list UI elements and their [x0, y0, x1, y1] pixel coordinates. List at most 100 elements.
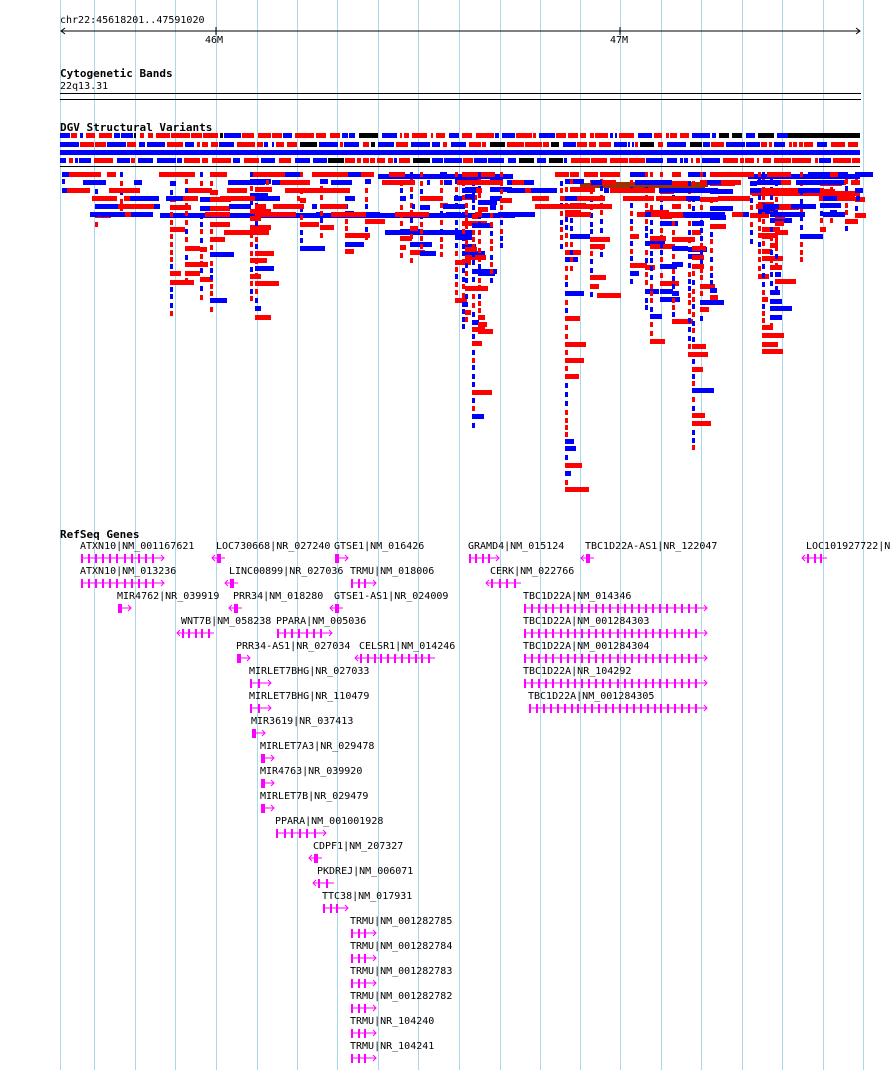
variant-bar[interactable]: [410, 258, 413, 263]
variant-bar[interactable]: [700, 316, 703, 321]
variant-bar[interactable]: [820, 227, 826, 232]
variant-bar[interactable]: [469, 142, 481, 147]
variant-bar[interactable]: [855, 188, 863, 193]
variant-bar[interactable]: [672, 305, 675, 310]
variant-bar[interactable]: [250, 242, 253, 247]
variant-bar[interactable]: [656, 196, 686, 201]
variant-bar[interactable]: [440, 252, 443, 257]
variant-bar[interactable]: [255, 196, 280, 201]
variant-bar[interactable]: [688, 181, 691, 186]
variant-bar[interactable]: [770, 306, 792, 311]
variant-bar[interactable]: [185, 179, 188, 184]
variant-bar[interactable]: [476, 133, 494, 138]
variant-bar[interactable]: [645, 250, 648, 255]
variant-bar[interactable]: [462, 324, 465, 329]
variant-bar[interactable]: [472, 294, 475, 299]
variant-bar[interactable]: [855, 172, 873, 177]
variant-bar[interactable]: [170, 181, 176, 186]
variant-bar[interactable]: [320, 225, 334, 230]
variant-bar[interactable]: [570, 250, 573, 255]
variant-bar[interactable]: [508, 158, 516, 163]
variant-bar[interactable]: [339, 212, 366, 217]
variant-bar[interactable]: [763, 158, 771, 163]
variant-bar[interactable]: [300, 222, 319, 227]
variant-bar[interactable]: [345, 196, 348, 201]
variant-bar[interactable]: [205, 212, 230, 217]
variant-bar[interactable]: [83, 180, 105, 185]
variant-bar[interactable]: [800, 257, 803, 262]
variant-bar[interactable]: [770, 272, 773, 277]
variant-bar[interactable]: [69, 172, 97, 177]
variant-bar[interactable]: [712, 133, 716, 138]
variant-bar[interactable]: [848, 142, 858, 147]
variant-bar[interactable]: [692, 413, 705, 418]
gene-model[interactable]: [351, 929, 377, 938]
variant-bar[interactable]: [140, 133, 144, 138]
variant-bar[interactable]: [300, 142, 317, 147]
variant-bar[interactable]: [462, 259, 465, 264]
variant-bar[interactable]: [692, 206, 695, 211]
variant-bar[interactable]: [700, 300, 724, 305]
variant-bar[interactable]: [200, 247, 207, 252]
variant-bar[interactable]: [170, 250, 173, 255]
gene-label[interactable]: GRAMD4|NM_015124: [468, 541, 565, 552]
variant-bar[interactable]: [762, 325, 773, 330]
variant-bar[interactable]: [595, 133, 608, 138]
variant-bar[interactable]: [700, 236, 703, 241]
variant-bar[interactable]: [565, 432, 568, 437]
variant-bar[interactable]: [472, 223, 493, 228]
variant-bar[interactable]: [645, 219, 648, 224]
variant-bar[interactable]: [615, 133, 617, 138]
variant-bar[interactable]: [820, 218, 823, 223]
variant-bar[interactable]: [670, 133, 677, 138]
variant-bar[interactable]: [440, 180, 443, 185]
gene-model[interactable]: [224, 579, 238, 588]
variant-bar[interactable]: [565, 366, 568, 371]
variant-bar[interactable]: [400, 188, 403, 193]
variant-bar[interactable]: [855, 206, 858, 211]
variant-bar[interactable]: [80, 133, 83, 138]
variant-bar[interactable]: [707, 180, 721, 185]
variant-bar[interactable]: [692, 374, 695, 379]
variant-bar[interactable]: [762, 212, 765, 217]
variant-bar[interactable]: [762, 311, 765, 316]
variant-bar[interactable]: [465, 247, 477, 252]
gene-model[interactable]: [176, 629, 214, 638]
variant-bar[interactable]: [366, 212, 380, 217]
variant-bar[interactable]: [210, 291, 213, 296]
variant-bar[interactable]: [688, 263, 691, 268]
gene-model[interactable]: [261, 754, 275, 763]
variant-bar[interactable]: [345, 219, 348, 224]
variant-bar[interactable]: [565, 425, 568, 430]
variant-bar[interactable]: [273, 204, 304, 209]
variant-bar[interactable]: [210, 172, 227, 177]
variant-bar[interactable]: [758, 249, 761, 254]
variant-bar[interactable]: [210, 206, 230, 211]
variant-bar[interactable]: [800, 207, 803, 212]
gene-model[interactable]: [323, 904, 349, 913]
variant-bar[interactable]: [680, 133, 689, 138]
variant-bar[interactable]: [762, 297, 768, 302]
variant-bar[interactable]: [672, 312, 675, 317]
variant-bar[interactable]: [672, 172, 681, 177]
variant-bar[interactable]: [525, 142, 542, 147]
gene-model[interactable]: [118, 604, 132, 613]
variant-bar[interactable]: [465, 240, 468, 245]
variant-bar[interactable]: [478, 207, 488, 212]
gene-model[interactable]: [351, 954, 377, 963]
variant-bar[interactable]: [710, 288, 717, 293]
variant-bar[interactable]: [370, 158, 375, 163]
variant-bar[interactable]: [60, 158, 66, 163]
variant-bar[interactable]: [320, 233, 323, 238]
variant-bar[interactable]: [210, 229, 213, 234]
variant-bar[interactable]: [703, 142, 710, 147]
variant-bar[interactable]: [692, 388, 714, 393]
variant-bar[interactable]: [710, 248, 713, 253]
variant-bar[interactable]: [770, 236, 773, 241]
variant-bar[interactable]: [462, 309, 465, 314]
variant-bar[interactable]: [758, 226, 761, 231]
variant-bar[interactable]: [672, 221, 675, 226]
variant-bar[interactable]: [630, 219, 633, 224]
variant-bar[interactable]: [688, 272, 691, 277]
variant-bar[interactable]: [610, 158, 628, 163]
